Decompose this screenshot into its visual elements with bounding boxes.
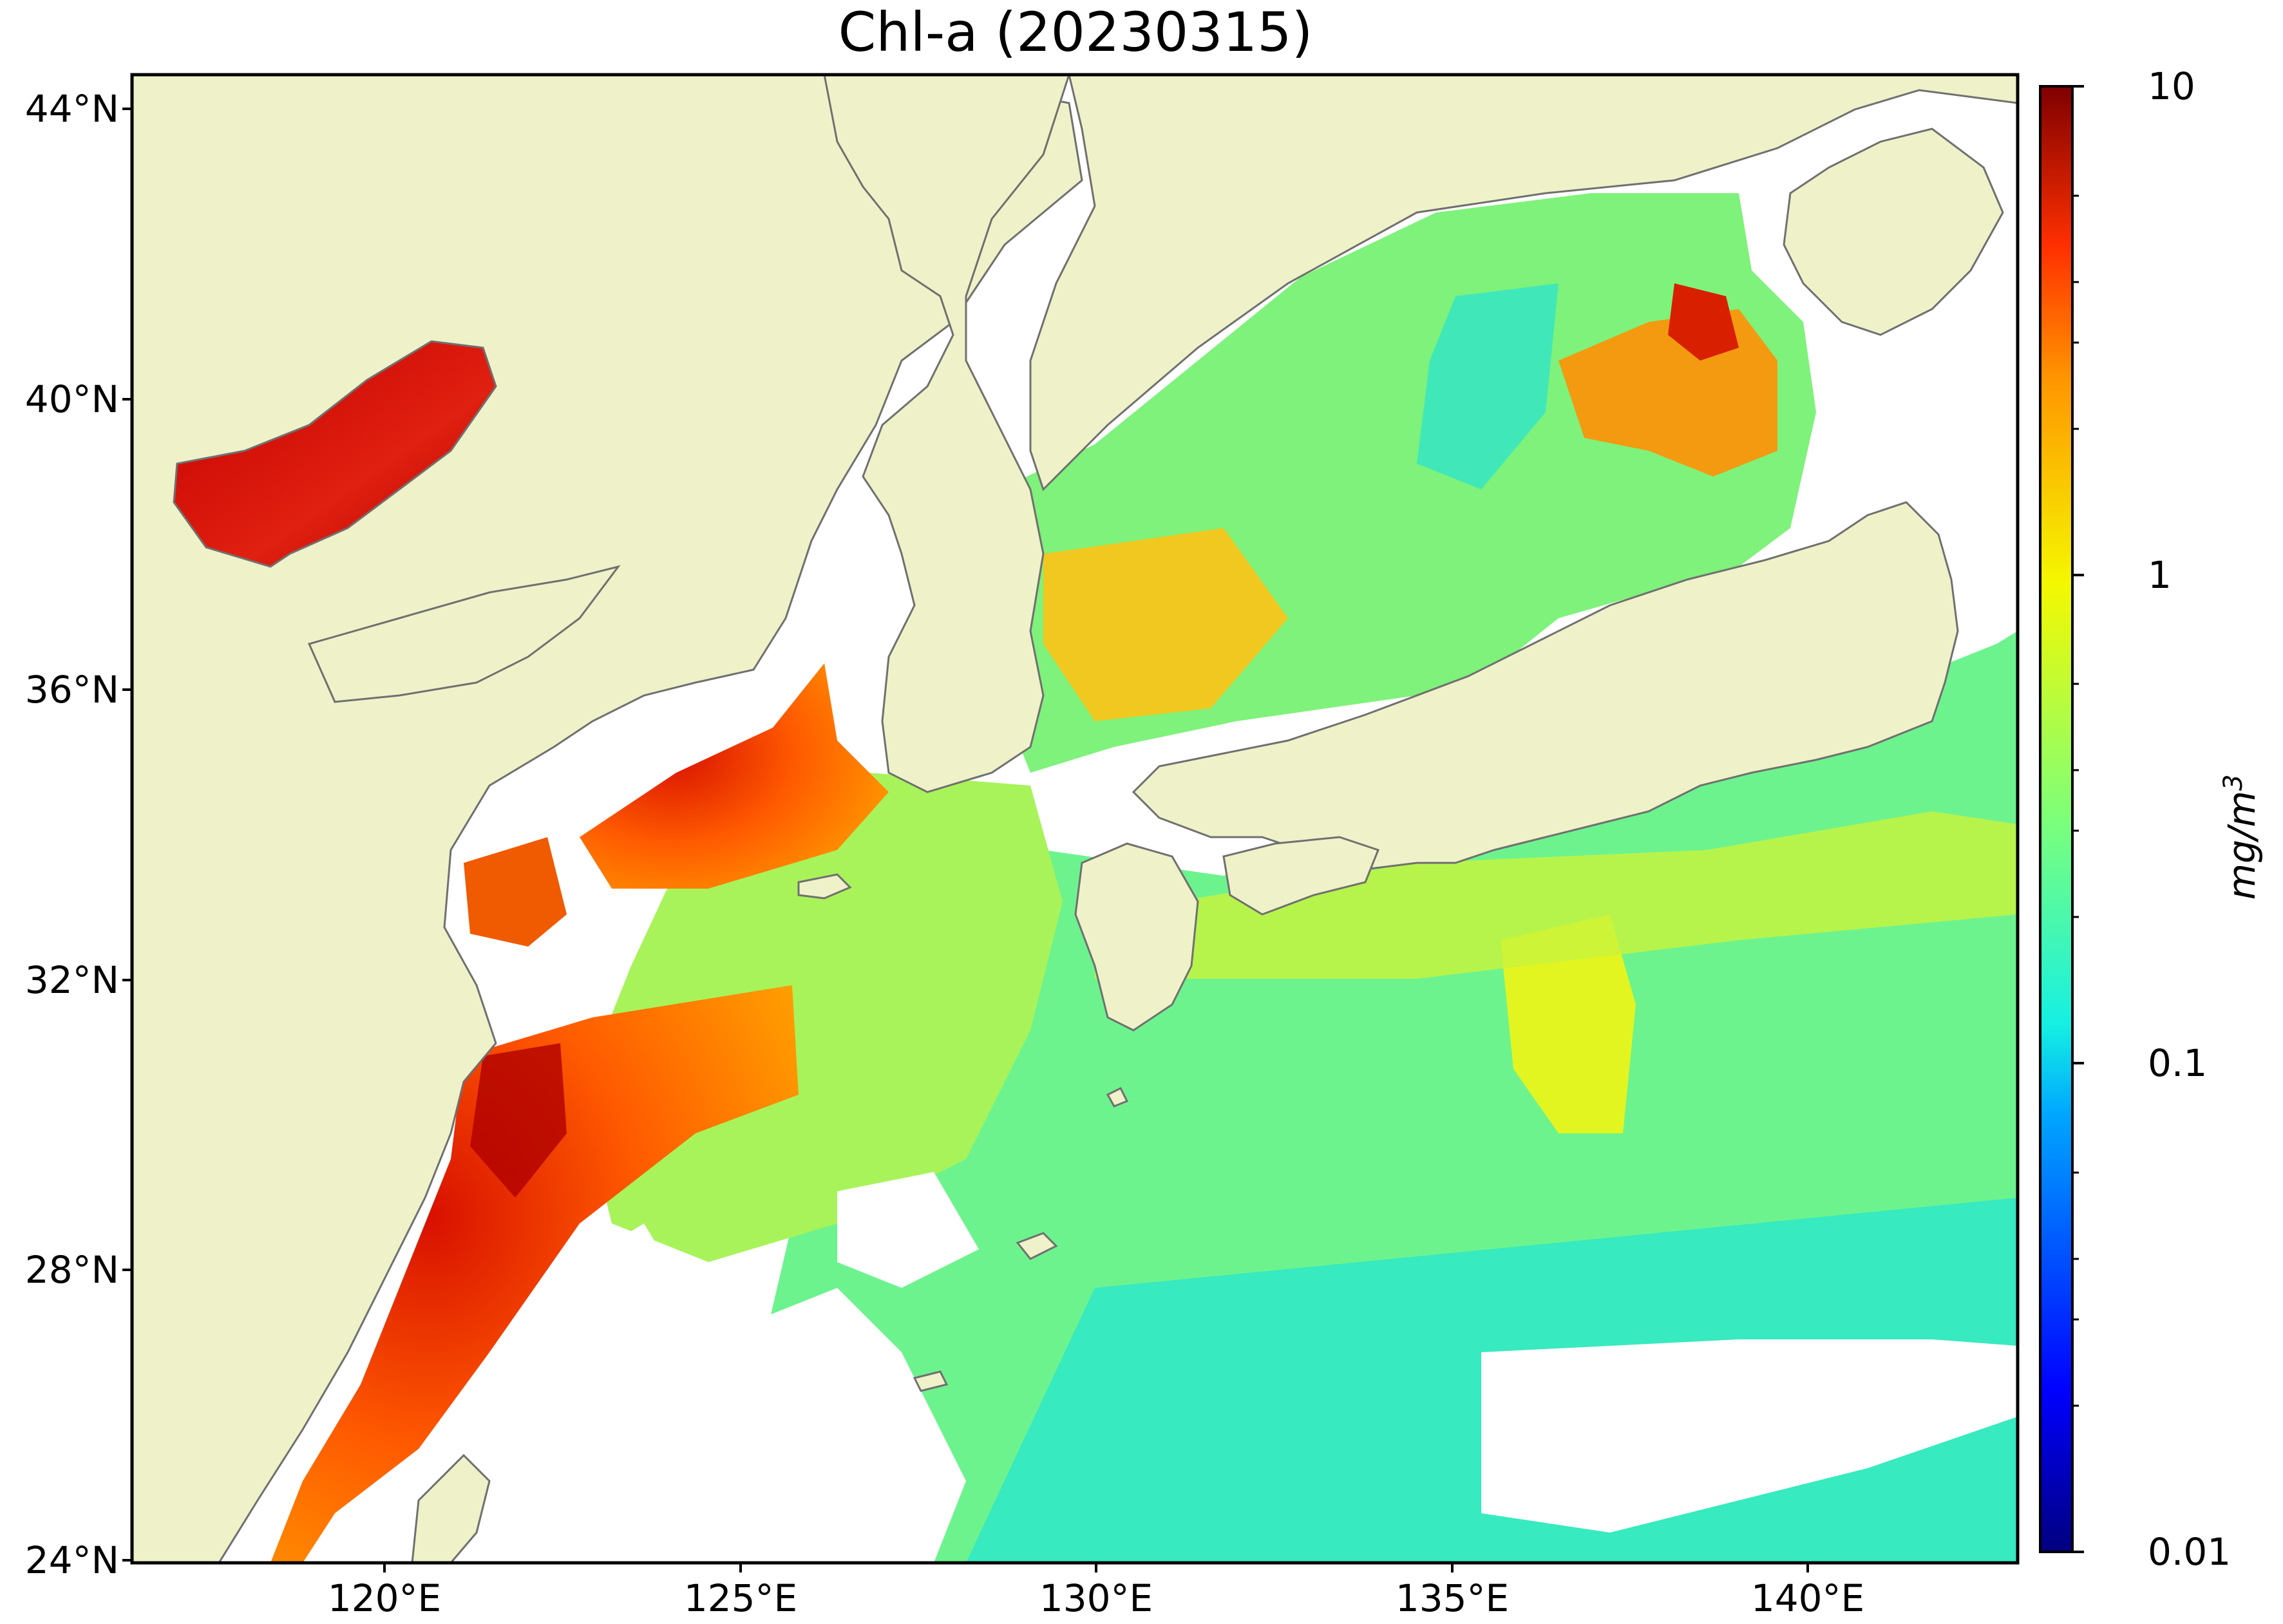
lon-label-140e: 140°E	[1750, 1576, 1865, 1620]
lon-label-130e: 130°E	[1039, 1576, 1153, 1620]
cloud-gap-southeast	[1481, 1339, 2018, 1533]
yellow-sea-bloom	[580, 663, 889, 889]
sea-of-japan-red-spot	[1668, 283, 1739, 361]
colorbar-label-10: 10	[2148, 64, 2195, 108]
cloud-gap-ecs	[567, 1223, 683, 1352]
lat-label-44n: 44°N	[24, 87, 119, 131]
lat-label-40n: 40°N	[24, 377, 119, 421]
kyushu	[1074, 842, 1199, 1032]
jeju-island	[797, 873, 852, 900]
lon-label-120e: 120°E	[327, 1576, 442, 1620]
hokkaido	[1783, 127, 2004, 336]
colorbar-unit-label: mg/m3	[2219, 775, 2264, 900]
shikoku	[1222, 836, 1379, 916]
lon-label-125e: 125°E	[683, 1576, 798, 1620]
colorbar	[2039, 85, 2074, 1553]
colorbar-minor-ticks	[2072, 194, 2079, 1407]
map-area	[132, 75, 2018, 1563]
unit-base: mg/m	[2220, 791, 2264, 900]
korean-peninsula	[823, 75, 1070, 793]
colorbar-label-1: 1	[2148, 553, 2172, 597]
east-china-sea-red-core	[470, 1043, 567, 1198]
map-frame	[130, 73, 2020, 1565]
lat-label-28n: 28°N	[24, 1248, 119, 1292]
lon-label-135e: 135°E	[1395, 1576, 1510, 1620]
colorbar-label-0-1: 0.1	[2148, 1041, 2208, 1085]
honshu	[1132, 501, 1959, 871]
yellow-sea-small-bloom	[464, 837, 567, 947]
bohai-sea-bloom	[174, 341, 496, 567]
sea-of-japan-cyan-patch	[1417, 283, 1558, 489]
cloud-gap-south	[489, 1288, 966, 1563]
ryukyu-islands	[913, 1086, 1129, 1392]
colorbar-major-ticks	[2072, 85, 2084, 1553]
taiwan	[411, 1453, 491, 1563]
lat-label-24n: 24°N	[24, 1538, 119, 1582]
latitude-ticks	[122, 108, 132, 1562]
east-china-sea-coastal-bloom	[270, 985, 799, 1563]
shandong-peninsula	[307, 565, 621, 703]
colorbar-label-0-01: 0.01	[2148, 1530, 2231, 1574]
pacific-yellow-band	[1095, 811, 2018, 979]
lat-label-32n: 32°N	[24, 958, 119, 1002]
russia-land	[1029, 75, 2018, 491]
lat-label-36n: 36°N	[24, 668, 119, 712]
longitude-ticks	[383, 1563, 1809, 1572]
cloud-gap-central	[837, 1172, 979, 1288]
sea-of-japan-yellow-patch	[1043, 528, 1288, 721]
unit-exponent: 3	[2218, 774, 2248, 791]
kuroshio-yellow-patch	[1501, 914, 1636, 1133]
map-title: Chl-a (20230315)	[838, 1, 1313, 64]
china-land	[132, 75, 1083, 1563]
